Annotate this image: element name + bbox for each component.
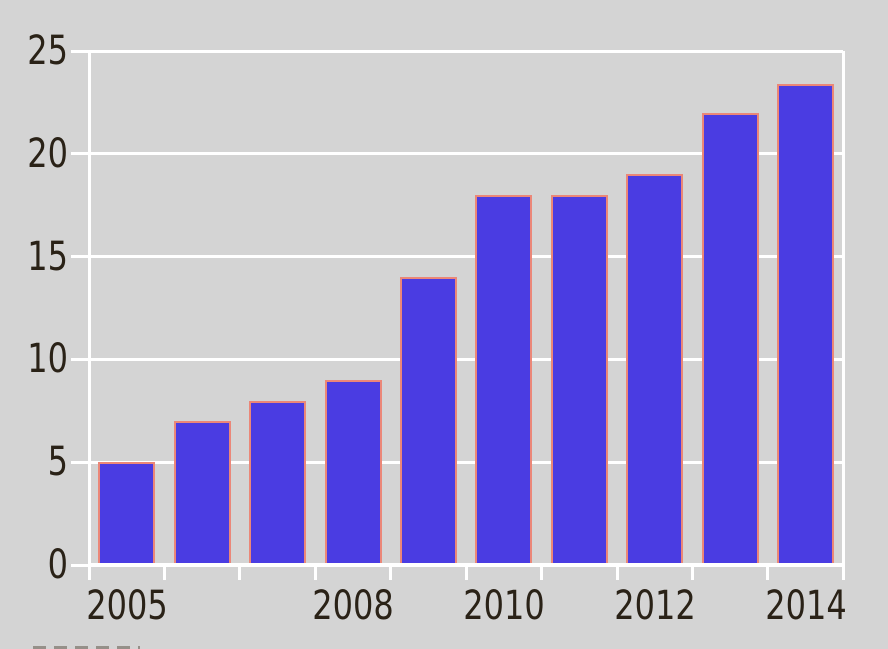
y-tick-5: [71, 460, 89, 464]
y-axis-line: [87, 51, 91, 567]
x-axis-line: [87, 563, 845, 567]
gridline-5: [89, 460, 844, 464]
x-axis-label-2005: 2005: [85, 583, 168, 629]
bar-2009: [399, 277, 457, 565]
bar-2011: [550, 194, 608, 565]
y-tick-0: [71, 563, 89, 567]
y-tick-15: [71, 255, 89, 259]
x-tick: [87, 566, 91, 580]
gridline-15: [89, 255, 844, 259]
x-tick: [766, 566, 770, 580]
plot-right-border: [841, 51, 845, 567]
x-axis-label-2010: 2010: [463, 583, 545, 629]
bar-2012: [626, 174, 684, 565]
gridline-10: [89, 357, 844, 361]
x-tick: [464, 566, 468, 580]
bar-2008: [324, 379, 382, 565]
y-axis-label-15: 15: [27, 233, 68, 280]
bar-2006: [173, 421, 231, 565]
y-tick-25: [71, 49, 89, 53]
y-tick-20: [71, 152, 89, 156]
y-axis-label-5: 5: [47, 439, 68, 486]
x-tick: [389, 566, 393, 580]
x-tick: [841, 566, 845, 580]
bar-2010: [475, 194, 533, 565]
cropped-text-artifact: [33, 646, 140, 649]
y-axis-label-10: 10: [27, 336, 68, 383]
y-axis-label-20: 20: [27, 130, 68, 177]
x-tick: [313, 566, 317, 580]
y-tick-10: [71, 357, 89, 361]
x-tick: [540, 566, 544, 580]
bar-2014: [777, 83, 835, 565]
gridline-20: [89, 152, 844, 156]
x-tick: [690, 566, 694, 580]
x-tick: [238, 566, 242, 580]
x-tick: [162, 566, 166, 580]
bar-2013: [701, 112, 759, 565]
x-axis-label-2014: 2014: [764, 583, 847, 629]
y-axis-label-25: 25: [27, 28, 68, 74]
x-tick: [615, 566, 619, 580]
x-axis-label-2012: 2012: [613, 583, 696, 629]
y-axis-label-0: 0: [47, 542, 68, 588]
gridline-25: [89, 49, 844, 53]
x-axis-label-2008: 2008: [312, 583, 394, 629]
bar-2007: [249, 400, 307, 565]
bar-2005: [98, 462, 156, 565]
